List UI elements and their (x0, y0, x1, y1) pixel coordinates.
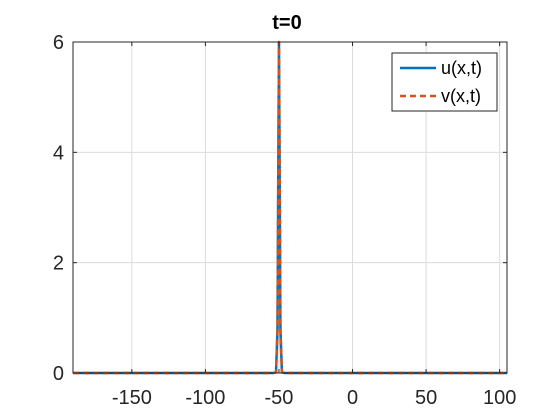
x-tick-label: -100 (185, 387, 225, 409)
y-tick-label: 2 (53, 253, 64, 275)
legend-box (391, 52, 498, 112)
x-tick-label: 100 (483, 387, 516, 409)
x-tick-label: -50 (265, 387, 294, 409)
y-tick-label: 4 (53, 142, 64, 164)
legend-label-v: v(x,t) (441, 86, 481, 106)
x-tick-label: 50 (415, 387, 437, 409)
y-tick-label: 6 (53, 32, 64, 54)
legend: u(x,t) v(x,t) (391, 52, 498, 112)
legend-label-u: u(x,t) (441, 58, 482, 78)
x-tick-label: -150 (112, 387, 152, 409)
x-tick-label: 0 (347, 387, 358, 409)
chart-title: t=0 (272, 12, 301, 34)
x-axis: -150 -100 -50 0 50 100 (112, 42, 516, 409)
plot-frame (72, 41, 508, 374)
y-axis: 0 2 4 6 (53, 32, 507, 385)
y-tick-label: 0 (53, 363, 64, 385)
